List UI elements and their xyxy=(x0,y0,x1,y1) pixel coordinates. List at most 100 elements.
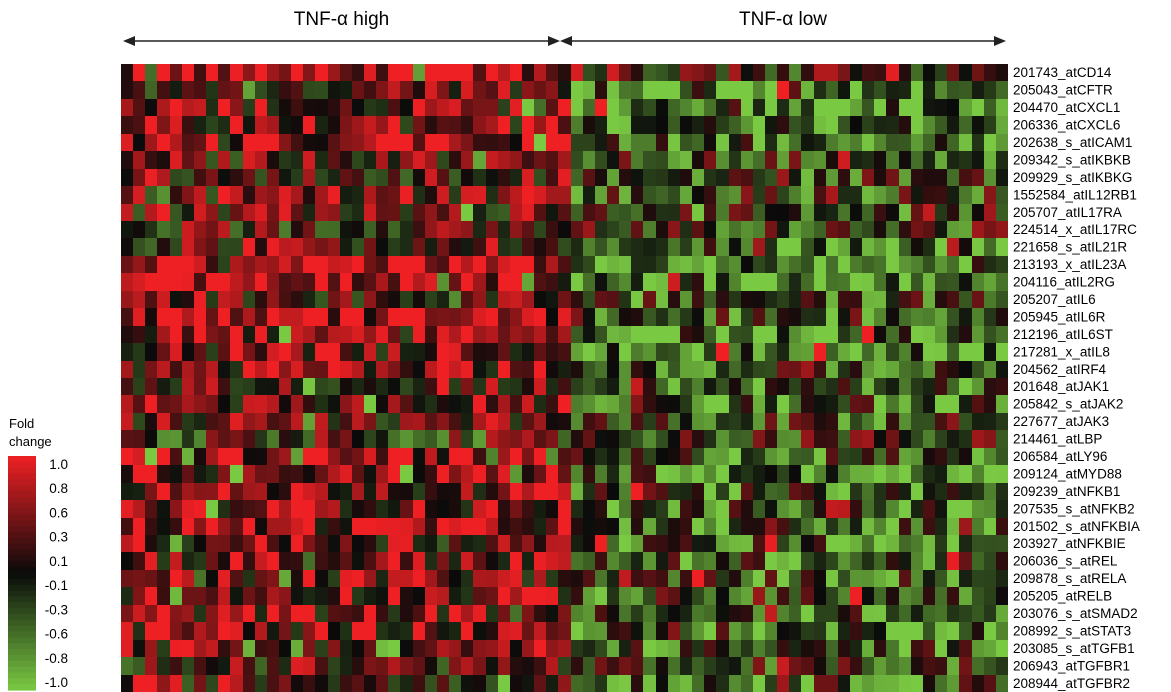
heatmap-cell xyxy=(194,448,206,465)
heatmap-cell xyxy=(425,500,437,518)
heatmap-cell xyxy=(935,430,947,448)
heatmap-cell xyxy=(692,587,704,605)
heatmap-cell xyxy=(972,395,984,413)
heatmap-cell xyxy=(498,343,510,361)
heatmap-cell xyxy=(899,657,911,675)
heatmap-cell xyxy=(704,151,716,169)
heatmap-cell xyxy=(814,308,826,326)
heatmap-cell xyxy=(182,361,194,378)
heatmap-cell xyxy=(607,343,619,361)
heatmap-cell xyxy=(777,186,789,204)
heatmap-cell xyxy=(376,186,388,204)
heatmap-cell xyxy=(838,622,850,640)
heatmap-cell xyxy=(145,483,157,500)
heatmap-cell xyxy=(656,448,668,465)
heatmap-cell xyxy=(656,326,668,343)
heatmap-cell xyxy=(121,535,133,552)
heatmap-cell xyxy=(899,256,911,273)
heatmap-cell xyxy=(230,430,243,448)
heatmap-cell xyxy=(534,221,546,238)
heatmap-cell xyxy=(328,622,340,640)
heatmap-cell xyxy=(194,256,206,273)
heatmap-cell xyxy=(400,326,413,343)
heatmap-cell xyxy=(121,186,133,204)
heatmap-cell xyxy=(874,622,886,640)
heatmap-cell xyxy=(182,221,194,238)
heatmap-cell xyxy=(850,256,862,273)
heatmap-cell xyxy=(923,465,935,483)
heatmap-cell xyxy=(243,169,255,186)
heatmap-cell xyxy=(194,395,206,413)
heatmap-cell xyxy=(473,448,486,465)
heatmap-cell xyxy=(996,186,1008,204)
heatmap-cell xyxy=(230,395,243,413)
heatmap-cell xyxy=(692,518,704,535)
heatmap-cell xyxy=(935,675,947,692)
heatmap-cell xyxy=(984,587,996,605)
heatmap-cell xyxy=(886,99,899,116)
heatmap-cell xyxy=(498,134,510,151)
heatmap-cell xyxy=(145,622,157,640)
heatmap-cell xyxy=(291,238,303,256)
heatmap-cell xyxy=(352,116,364,134)
heatmap-cell xyxy=(704,395,716,413)
heatmap-cell xyxy=(218,587,230,605)
heatmap-cell xyxy=(838,640,850,657)
heatmap-cell xyxy=(741,81,753,99)
heatmap-cell xyxy=(947,326,959,343)
heatmap-cell xyxy=(400,605,413,622)
heatmap-cell xyxy=(571,221,583,238)
heatmap-cell xyxy=(947,169,959,186)
heatmap-cell xyxy=(498,308,510,326)
heatmap-cell xyxy=(279,291,291,308)
heatmap-cell xyxy=(656,500,668,518)
heatmap-cell xyxy=(206,169,218,186)
heatmap-cell xyxy=(595,552,607,570)
heatmap-cell xyxy=(619,81,631,99)
heatmap-cell xyxy=(255,361,267,378)
heatmap-cell xyxy=(291,483,303,500)
heatmap-cell xyxy=(753,326,765,343)
heatmap-cell xyxy=(716,308,729,326)
heatmap-cell xyxy=(133,605,145,622)
heatmap-cell xyxy=(741,169,753,186)
heatmap-cell xyxy=(972,308,984,326)
heatmap-cell xyxy=(328,151,340,169)
row-label: 206336_atCXCL6 xyxy=(1013,118,1120,133)
heatmap-cell xyxy=(911,500,923,518)
heatmap-cell xyxy=(121,99,133,116)
heatmap-cell xyxy=(157,570,170,587)
heatmap-cell xyxy=(437,204,449,221)
heatmap-cell xyxy=(789,221,801,238)
heatmap-cell xyxy=(777,151,789,169)
heatmap-cell xyxy=(753,256,765,273)
heatmap-cell xyxy=(352,99,364,116)
heatmap-cell xyxy=(303,430,315,448)
heatmap-cell xyxy=(680,413,692,430)
heatmap-cell xyxy=(352,151,364,169)
heatmap-cell xyxy=(473,221,486,238)
heatmap-cell xyxy=(352,64,364,81)
heatmap-cell xyxy=(874,151,886,169)
legend-color-segment xyxy=(8,573,36,580)
heatmap-cell xyxy=(947,605,959,622)
heatmap-cell xyxy=(996,622,1008,640)
heatmap-cell xyxy=(206,273,218,291)
heatmap-cell xyxy=(534,151,546,169)
heatmap-cell xyxy=(716,238,729,256)
heatmap-cell xyxy=(340,430,352,448)
heatmap-cell xyxy=(291,570,303,587)
heatmap-cell xyxy=(595,326,607,343)
heatmap-cell xyxy=(534,552,546,570)
row-label: 201743_atCD14 xyxy=(1013,65,1112,80)
legend-color-segment xyxy=(8,537,36,545)
heatmap-cell xyxy=(473,308,486,326)
heatmap-cell xyxy=(996,430,1008,448)
heatmap-cell xyxy=(413,378,425,395)
heatmap-cell xyxy=(595,361,607,378)
heatmap-cell xyxy=(352,326,364,343)
heatmap-cell xyxy=(729,169,741,186)
heatmap-cell xyxy=(121,361,133,378)
heatmap-cell xyxy=(157,378,170,395)
heatmap-cell xyxy=(267,378,279,395)
